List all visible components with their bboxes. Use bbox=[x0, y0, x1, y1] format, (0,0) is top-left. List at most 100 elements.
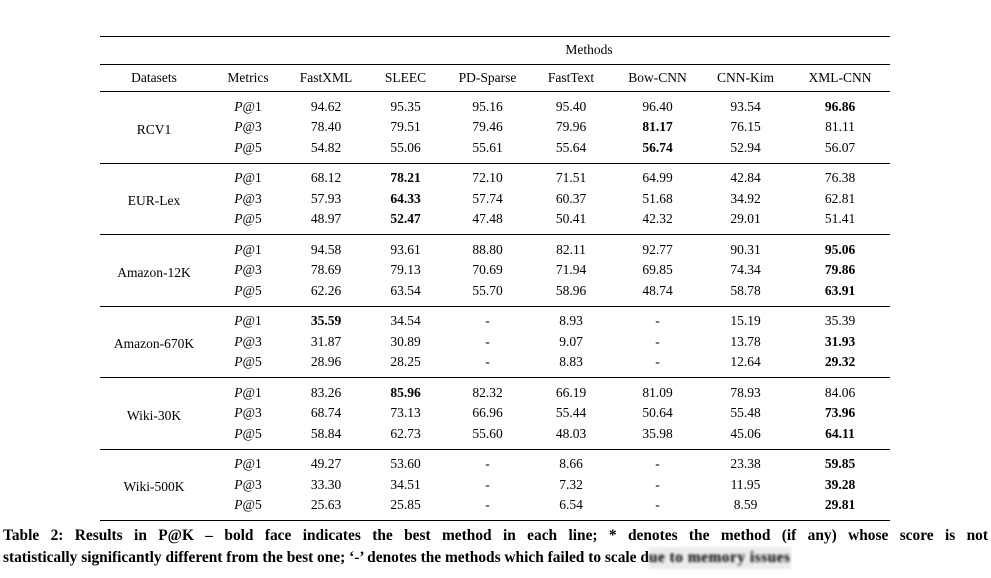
value-cell: 25.63 bbox=[310, 497, 342, 513]
dataset-group: RCV1 P@1 94.62 95.35 95.16 95.40 96.40 93.54 96.… bbox=[100, 92, 890, 163]
value-cell: - bbox=[485, 313, 490, 329]
metric-label: P@1 bbox=[234, 313, 262, 329]
value-cell: 55.60 bbox=[472, 425, 503, 441]
value-cell: 79.46 bbox=[472, 119, 503, 135]
metric-cell: P@3 bbox=[208, 189, 288, 210]
results-table-area: Methods Datasets Metrics FastXML SLEEC PD-Sp… bbox=[100, 36, 890, 521]
value-cell: 72.10 bbox=[472, 170, 503, 186]
value-cell: 64.99 bbox=[642, 170, 673, 186]
methods-spanner-label: Methods bbox=[288, 36, 890, 65]
value-cell: 66.19 bbox=[555, 384, 587, 400]
value-cell: 84.06 bbox=[824, 384, 856, 400]
value-cell: 58.84 bbox=[310, 425, 342, 441]
metric-cell: P@5 bbox=[208, 352, 288, 378]
value-cell: 15.19 bbox=[730, 313, 761, 329]
metric-cell: P@1 bbox=[208, 163, 288, 189]
value-cell: - bbox=[485, 497, 490, 513]
value-cell: 68.74 bbox=[310, 405, 342, 421]
value-cell: 62.73 bbox=[390, 425, 421, 441]
metric-label: P@5 bbox=[234, 354, 262, 370]
value-cell: 56.74 bbox=[642, 139, 673, 155]
value-cell: 74.34 bbox=[730, 262, 761, 278]
table-row: P@5 28.96 28.25 - 8.83 - 12.64 29.32 bbox=[100, 352, 890, 378]
value-cell: 23.38 bbox=[730, 456, 761, 472]
value-cell: 50.64 bbox=[642, 405, 673, 421]
metric-cell: P@5 bbox=[208, 495, 288, 521]
metric-label: P@3 bbox=[234, 119, 262, 135]
value-cell: 85.96 bbox=[390, 384, 421, 400]
value-cell: 88.80 bbox=[472, 241, 503, 257]
value-cell: 76.15 bbox=[730, 119, 761, 135]
value-cell: 29.01 bbox=[730, 211, 761, 227]
dataset-name: Amazon-12K bbox=[117, 264, 191, 280]
value-cell: 7.32 bbox=[559, 476, 583, 492]
value-cell: 12.64 bbox=[730, 354, 761, 370]
value-cell: 47.48 bbox=[472, 211, 503, 227]
metric-cell: P@3 bbox=[208, 260, 288, 281]
value-cell: 51.68 bbox=[642, 190, 673, 206]
value-cell: 90.31 bbox=[730, 241, 761, 257]
caption-line-1: Table 2: Results in P@K – bold face indi… bbox=[3, 527, 988, 544]
table-row: EUR-Lex P@1 68.12 78.21 72.10 71.51 64.99 42.84… bbox=[100, 163, 890, 208]
value-cell: 35.98 bbox=[642, 425, 673, 441]
value-cell: 50.41 bbox=[555, 211, 587, 227]
value-cell: 79.86 bbox=[824, 262, 856, 278]
table-row: P@3 57.93 64.33 57.74 60.37 51.68 34.92 62.81 bbox=[100, 189, 890, 210]
value-cell: 78.21 bbox=[390, 170, 421, 186]
value-cell: 93.54 bbox=[730, 98, 761, 114]
value-cell: 31.93 bbox=[824, 333, 856, 349]
metric-label: P@5 bbox=[234, 425, 262, 441]
column-header-metrics: Metrics bbox=[208, 64, 288, 92]
metric-label: P@1 bbox=[234, 241, 262, 257]
value-cell: 59.85 bbox=[824, 456, 856, 472]
value-cell: 55.44 bbox=[555, 405, 587, 421]
value-cell: 78.69 bbox=[310, 262, 342, 278]
dataset-group: EUR-Lex P@1 68.12 78.21 72.10 71.51 64.99 42.84… bbox=[100, 163, 890, 235]
dataset-name: Wiki-30K bbox=[126, 407, 182, 423]
value-cell: 76.38 bbox=[824, 170, 856, 186]
value-cell: 82.32 bbox=[472, 384, 503, 400]
value-cell: 94.62 bbox=[310, 98, 342, 114]
metric-cell: P@1 bbox=[208, 92, 288, 118]
value-cell: 55.61 bbox=[472, 139, 503, 155]
value-cell: 71.51 bbox=[555, 170, 587, 186]
value-cell: 25.85 bbox=[390, 497, 421, 513]
value-cell: 66.96 bbox=[472, 405, 503, 421]
value-cell: 82.11 bbox=[556, 241, 586, 257]
value-cell: 58.96 bbox=[555, 282, 587, 298]
caption-line-2-text: statistically significantly different fr… bbox=[3, 549, 649, 566]
value-cell: 79.96 bbox=[555, 119, 587, 135]
table-row: P@3 78.40 79.51 79.46 79.96 81.17 76.15 81.11 bbox=[100, 117, 890, 138]
table-row: Amazon-670K P@1 35.59 34.54 - 8.93 - 15.19 35.39 bbox=[100, 306, 890, 351]
metric-label: P@3 bbox=[234, 476, 262, 492]
value-cell: 83.26 bbox=[310, 384, 342, 400]
value-cell: 55.64 bbox=[555, 139, 587, 155]
table-row: P@3 68.74 73.13 66.96 55.44 50.64 55.48 73.96 bbox=[100, 403, 890, 424]
column-header-pd-sparse: PD-Sparse bbox=[447, 64, 528, 92]
value-cell: 33.30 bbox=[310, 476, 342, 492]
table-row: Wiki-500K P@1 49.27 53.60 - 8.66 - 23.38 59.85 bbox=[100, 449, 890, 494]
metric-label: P@3 bbox=[234, 333, 262, 349]
value-cell: 71.94 bbox=[555, 262, 587, 278]
metric-cell: P@3 bbox=[208, 117, 288, 138]
value-cell: 35.59 bbox=[310, 313, 342, 329]
value-cell: - bbox=[655, 313, 660, 329]
value-cell: 55.06 bbox=[390, 139, 421, 155]
metric-cell: P@5 bbox=[208, 209, 288, 235]
value-cell: 42.84 bbox=[730, 170, 761, 186]
metric-label: P@1 bbox=[234, 456, 262, 472]
column-header-xml-cnn: XML-CNN bbox=[790, 64, 890, 92]
value-cell: 31.87 bbox=[310, 333, 342, 349]
table-row: P@5 25.63 25.85 - 6.54 - 8.59 29.81 bbox=[100, 495, 890, 521]
value-cell: 95.40 bbox=[555, 98, 587, 114]
column-header-sleec: SLEEC bbox=[364, 64, 447, 92]
value-cell: 95.06 bbox=[824, 241, 856, 257]
metric-cell: P@1 bbox=[208, 235, 288, 261]
value-cell: 56.07 bbox=[824, 139, 856, 155]
value-cell: 94.58 bbox=[310, 241, 342, 257]
value-cell: 81.11 bbox=[825, 119, 855, 135]
value-cell: 34.92 bbox=[730, 190, 761, 206]
value-cell: 45.06 bbox=[730, 425, 761, 441]
value-cell: 55.48 bbox=[730, 405, 761, 421]
value-cell: 81.09 bbox=[642, 384, 673, 400]
